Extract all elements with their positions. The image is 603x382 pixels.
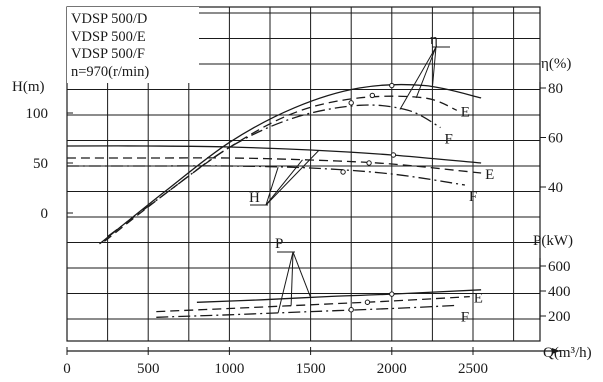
curve-end-label: E	[485, 167, 494, 183]
power-tick-label: 400	[548, 284, 571, 300]
chart-info-box: VDSP 500/D VDSP 500/E VDSP 500/F n=970(r…	[67, 7, 199, 83]
power-tick-label: 600	[548, 259, 571, 275]
curve-marker	[340, 169, 346, 175]
head-tick-label: 0	[41, 206, 49, 222]
group-leader-line	[290, 251, 294, 306]
group-label-eta: η	[430, 32, 438, 48]
group-label-h: H	[249, 190, 260, 206]
x-tick-label: 500	[137, 361, 160, 377]
curve-marker	[390, 152, 397, 158]
info-model-f: VDSP 500/F	[71, 46, 145, 62]
chart-axes: 0 500 1000 1500 2000 2500 Q(m³/h) H(m) 0 50 100 η(%…	[12, 56, 592, 377]
x-tick-label: 2500	[458, 361, 488, 377]
head-axis-label: H(m)	[12, 79, 45, 95]
group-leader-line	[277, 251, 294, 313]
curve-marker	[389, 291, 395, 297]
curve-p-d	[196, 289, 482, 303]
curve-end-label: F	[445, 132, 453, 148]
curve-end-label: F	[461, 309, 469, 325]
curve-eta-d	[99, 83, 482, 245]
head-tick-label: 50	[33, 156, 48, 172]
info-model-d: VDSP 500/D	[71, 11, 147, 27]
group-leader-line	[265, 167, 279, 206]
group-leader-line	[399, 46, 437, 110]
curve-end-label: F	[469, 189, 477, 205]
curve-marker	[348, 307, 354, 313]
curve-marker	[369, 92, 376, 99]
x-tick-label: 1000	[214, 361, 244, 377]
curve-marker	[366, 160, 372, 166]
curve-marker	[364, 299, 371, 305]
info-model-e: VDSP 500/E	[71, 29, 146, 45]
curve-marker	[348, 100, 354, 106]
curve-end-label: E	[474, 291, 483, 307]
curve-p-e	[156, 295, 470, 313]
x-tick-label: 2000	[377, 361, 407, 377]
x-axis-label: Q(m³/h)	[543, 345, 592, 361]
x-tick-label: 0	[63, 361, 71, 377]
curve-h-f	[67, 165, 465, 186]
efficiency-tick-label: 60	[548, 131, 563, 147]
group-leader-line	[292, 251, 312, 298]
x-tick-label: 1500	[296, 361, 326, 377]
head-tick-label: 100	[26, 106, 49, 122]
curve-h-e	[66, 157, 482, 174]
power-axis-label: P(kW)	[533, 233, 573, 249]
curve-eta-e	[104, 95, 458, 242]
curve-end-label: E	[461, 104, 470, 120]
efficiency-axis-label: η(%)	[541, 56, 571, 72]
curve-h-d	[66, 145, 482, 164]
group-label-p: P	[275, 236, 283, 252]
group-leader-line	[265, 159, 303, 206]
x-axis-arrow	[552, 348, 560, 354]
group-leader-line	[265, 150, 320, 206]
efficiency-tick-label: 80	[548, 81, 563, 97]
info-box-background	[67, 7, 199, 83]
group-leader-line	[431, 46, 437, 88]
chart-curves	[66, 82, 482, 318]
info-speed: n=970(r/min)	[71, 64, 149, 80]
curve-marker	[389, 82, 395, 89]
efficiency-tick-label: 40	[548, 180, 563, 196]
power-tick-label: 200	[548, 309, 571, 325]
curve-eta-f	[107, 104, 441, 238]
group-leader-line	[415, 46, 437, 99]
curve-p-f	[156, 304, 457, 318]
